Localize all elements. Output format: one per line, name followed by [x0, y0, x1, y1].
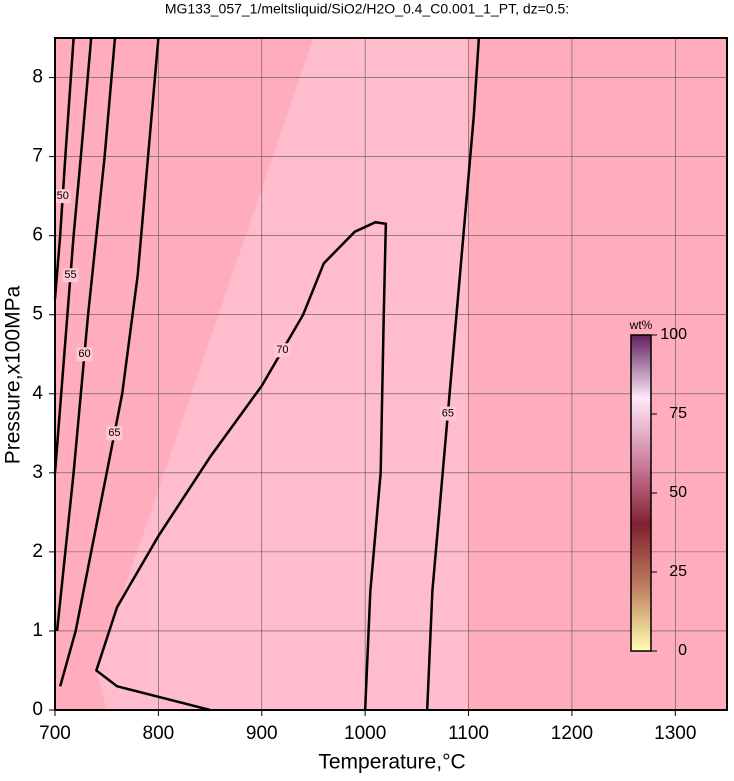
contour-label: 70 — [276, 344, 288, 356]
colorbar-tick-label: 25 — [669, 563, 687, 580]
contour-label-bg — [76, 347, 93, 362]
contour-label: 60 — [78, 348, 90, 360]
y-tick-label: 7 — [32, 146, 43, 167]
contour-label-bg — [54, 189, 71, 204]
plot-frame — [54, 37, 728, 711]
colorbar-tick-label: 50 — [669, 484, 687, 501]
chart-title: MG133_057_1/meltsliquid/SiO2/H2O_0.4_C0.… — [165, 1, 569, 17]
y-tick-label: 0 — [32, 699, 43, 720]
x-tick-label: 1000 — [344, 723, 386, 744]
contour-label: 55 — [64, 269, 76, 281]
y-tick-label: 5 — [32, 304, 43, 325]
contour-line — [94, 220, 388, 712]
y-tick-label: 1 — [32, 620, 43, 641]
y-tick-label: 8 — [32, 67, 43, 88]
contour-label: 65 — [442, 407, 454, 419]
x-tick-label: 1300 — [654, 723, 696, 744]
colorbar-label: wt% — [629, 318, 653, 332]
y-tick-label: 4 — [32, 383, 43, 404]
contour-label: 65 — [108, 427, 120, 439]
x-tick-label: 900 — [246, 723, 278, 744]
y-tick-label: 3 — [32, 462, 43, 483]
colorbar-tick-label: 0 — [678, 642, 687, 659]
x-axis-label: Temperature,°C — [318, 751, 465, 774]
contour-label-bg — [62, 268, 79, 283]
x-tick-label: 1100 — [448, 723, 489, 744]
contour-label: 50 — [57, 190, 69, 202]
y-tick-label: 6 — [32, 225, 43, 246]
colorbar-tick-label: 100 — [660, 326, 687, 343]
contour-label-bg — [274, 343, 291, 358]
y-axis-label: Pressure,x100MPa — [2, 285, 25, 464]
contour-line — [425, 37, 481, 711]
colorbar-tick-label: 75 — [669, 405, 687, 422]
colorbar — [630, 334, 652, 652]
x-tick-label: 700 — [39, 723, 71, 744]
contour-label-bg — [439, 406, 456, 421]
x-tick-label: 800 — [143, 723, 175, 744]
x-tick-label: 1200 — [551, 723, 593, 744]
contour-label-bg — [106, 426, 123, 441]
y-tick-label: 2 — [32, 541, 43, 562]
